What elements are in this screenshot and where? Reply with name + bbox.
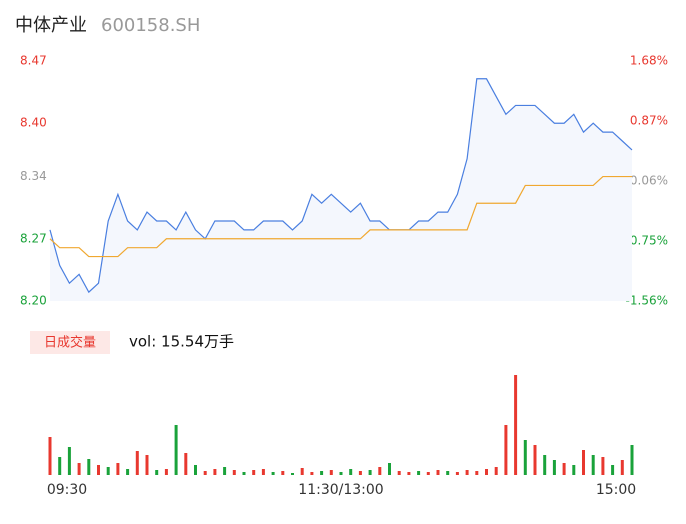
volume-bar xyxy=(194,465,197,475)
volume-bar xyxy=(378,467,382,475)
volume-bar xyxy=(155,470,159,475)
y-tick-label: 8.27 xyxy=(20,231,47,245)
volume-bar xyxy=(300,468,304,475)
y-tick-label: 8.47 xyxy=(20,54,47,68)
volume-bar xyxy=(572,465,576,475)
volume-bar xyxy=(145,455,149,475)
volume-bar xyxy=(523,440,527,475)
volume-bar xyxy=(426,472,430,475)
volume-bar xyxy=(388,463,391,475)
volume-bar xyxy=(106,467,110,475)
volume-bar xyxy=(67,447,71,475)
volume-bar xyxy=(135,451,139,475)
volume-bar xyxy=(213,469,217,475)
volume-bar xyxy=(310,472,314,475)
volume-bar xyxy=(242,472,246,475)
x-tick-label: 11:30/13:00 xyxy=(298,482,383,498)
volume-bar xyxy=(339,472,343,475)
volume-text: vol: 15.54万手 xyxy=(129,333,234,351)
volume-button-label[interactable]: 日成交量 xyxy=(44,335,96,351)
volume-bar xyxy=(514,375,518,475)
avg-line xyxy=(49,175,632,258)
volume-bar xyxy=(485,469,488,475)
price-line xyxy=(49,78,633,294)
volume-bar xyxy=(184,453,188,475)
volume-bar xyxy=(368,470,372,475)
volume-bar xyxy=(281,471,285,475)
volume-bar xyxy=(48,437,52,475)
chart-title: 中体产业 xyxy=(15,15,87,36)
volume-bar xyxy=(232,470,236,475)
volume-bar xyxy=(494,467,498,475)
y2-tick-label: 0.87% xyxy=(630,114,668,128)
volume-bar xyxy=(116,463,120,475)
volume-bar xyxy=(291,473,294,475)
volume-bar xyxy=(630,445,634,475)
y-tick-label: 8.40 xyxy=(20,116,47,130)
volume-bar xyxy=(320,471,324,475)
y2-tick-label: -1.56% xyxy=(626,294,668,308)
volume-bar xyxy=(252,470,256,475)
volume-bar xyxy=(620,460,624,475)
volume-bar xyxy=(533,445,537,475)
volume-bar xyxy=(455,472,459,475)
volume-bar xyxy=(358,471,362,475)
volume-bar xyxy=(58,457,62,475)
volume-bar xyxy=(164,469,168,475)
y2-tick-label: -0.75% xyxy=(626,234,668,248)
volume-bar xyxy=(475,471,479,475)
volume-bar xyxy=(465,470,469,475)
chart-subtitle: 600158.SH xyxy=(101,15,200,36)
y-tick-label: 8.34 xyxy=(20,169,47,183)
volume-bar xyxy=(543,455,547,475)
volume-bar xyxy=(562,463,566,475)
x-tick-label: 09:30 xyxy=(47,482,87,498)
volume-bar xyxy=(591,455,595,475)
volume-bar xyxy=(436,470,440,475)
volume-bar xyxy=(582,450,585,475)
volume-bar xyxy=(174,425,178,475)
volume-bar xyxy=(203,471,207,475)
volume-bar xyxy=(417,471,421,475)
volume-bar xyxy=(504,425,508,475)
volume-bar xyxy=(97,465,100,475)
volume-bar xyxy=(446,471,450,475)
y-tick-label: 8.20 xyxy=(20,294,47,308)
volume-bar xyxy=(87,459,91,475)
price-area xyxy=(50,78,632,302)
volume-bar xyxy=(223,467,227,475)
volume-bar xyxy=(77,463,81,475)
y2-tick-label: 0.06% xyxy=(630,174,668,188)
volume-bar xyxy=(611,465,615,475)
volume-bar xyxy=(552,460,556,475)
volume-bar xyxy=(349,469,353,475)
y2-tick-label: 1.68% xyxy=(630,54,668,68)
x-tick-label: 15:00 xyxy=(596,482,636,498)
volume-bar xyxy=(329,470,333,475)
volume-bar xyxy=(271,472,275,475)
volume-bar xyxy=(397,471,401,475)
volume-bar xyxy=(407,472,411,475)
volume-button[interactable] xyxy=(30,331,110,354)
volume-bar xyxy=(126,469,130,475)
volume-bar xyxy=(261,469,265,475)
volume-bar xyxy=(601,457,605,475)
